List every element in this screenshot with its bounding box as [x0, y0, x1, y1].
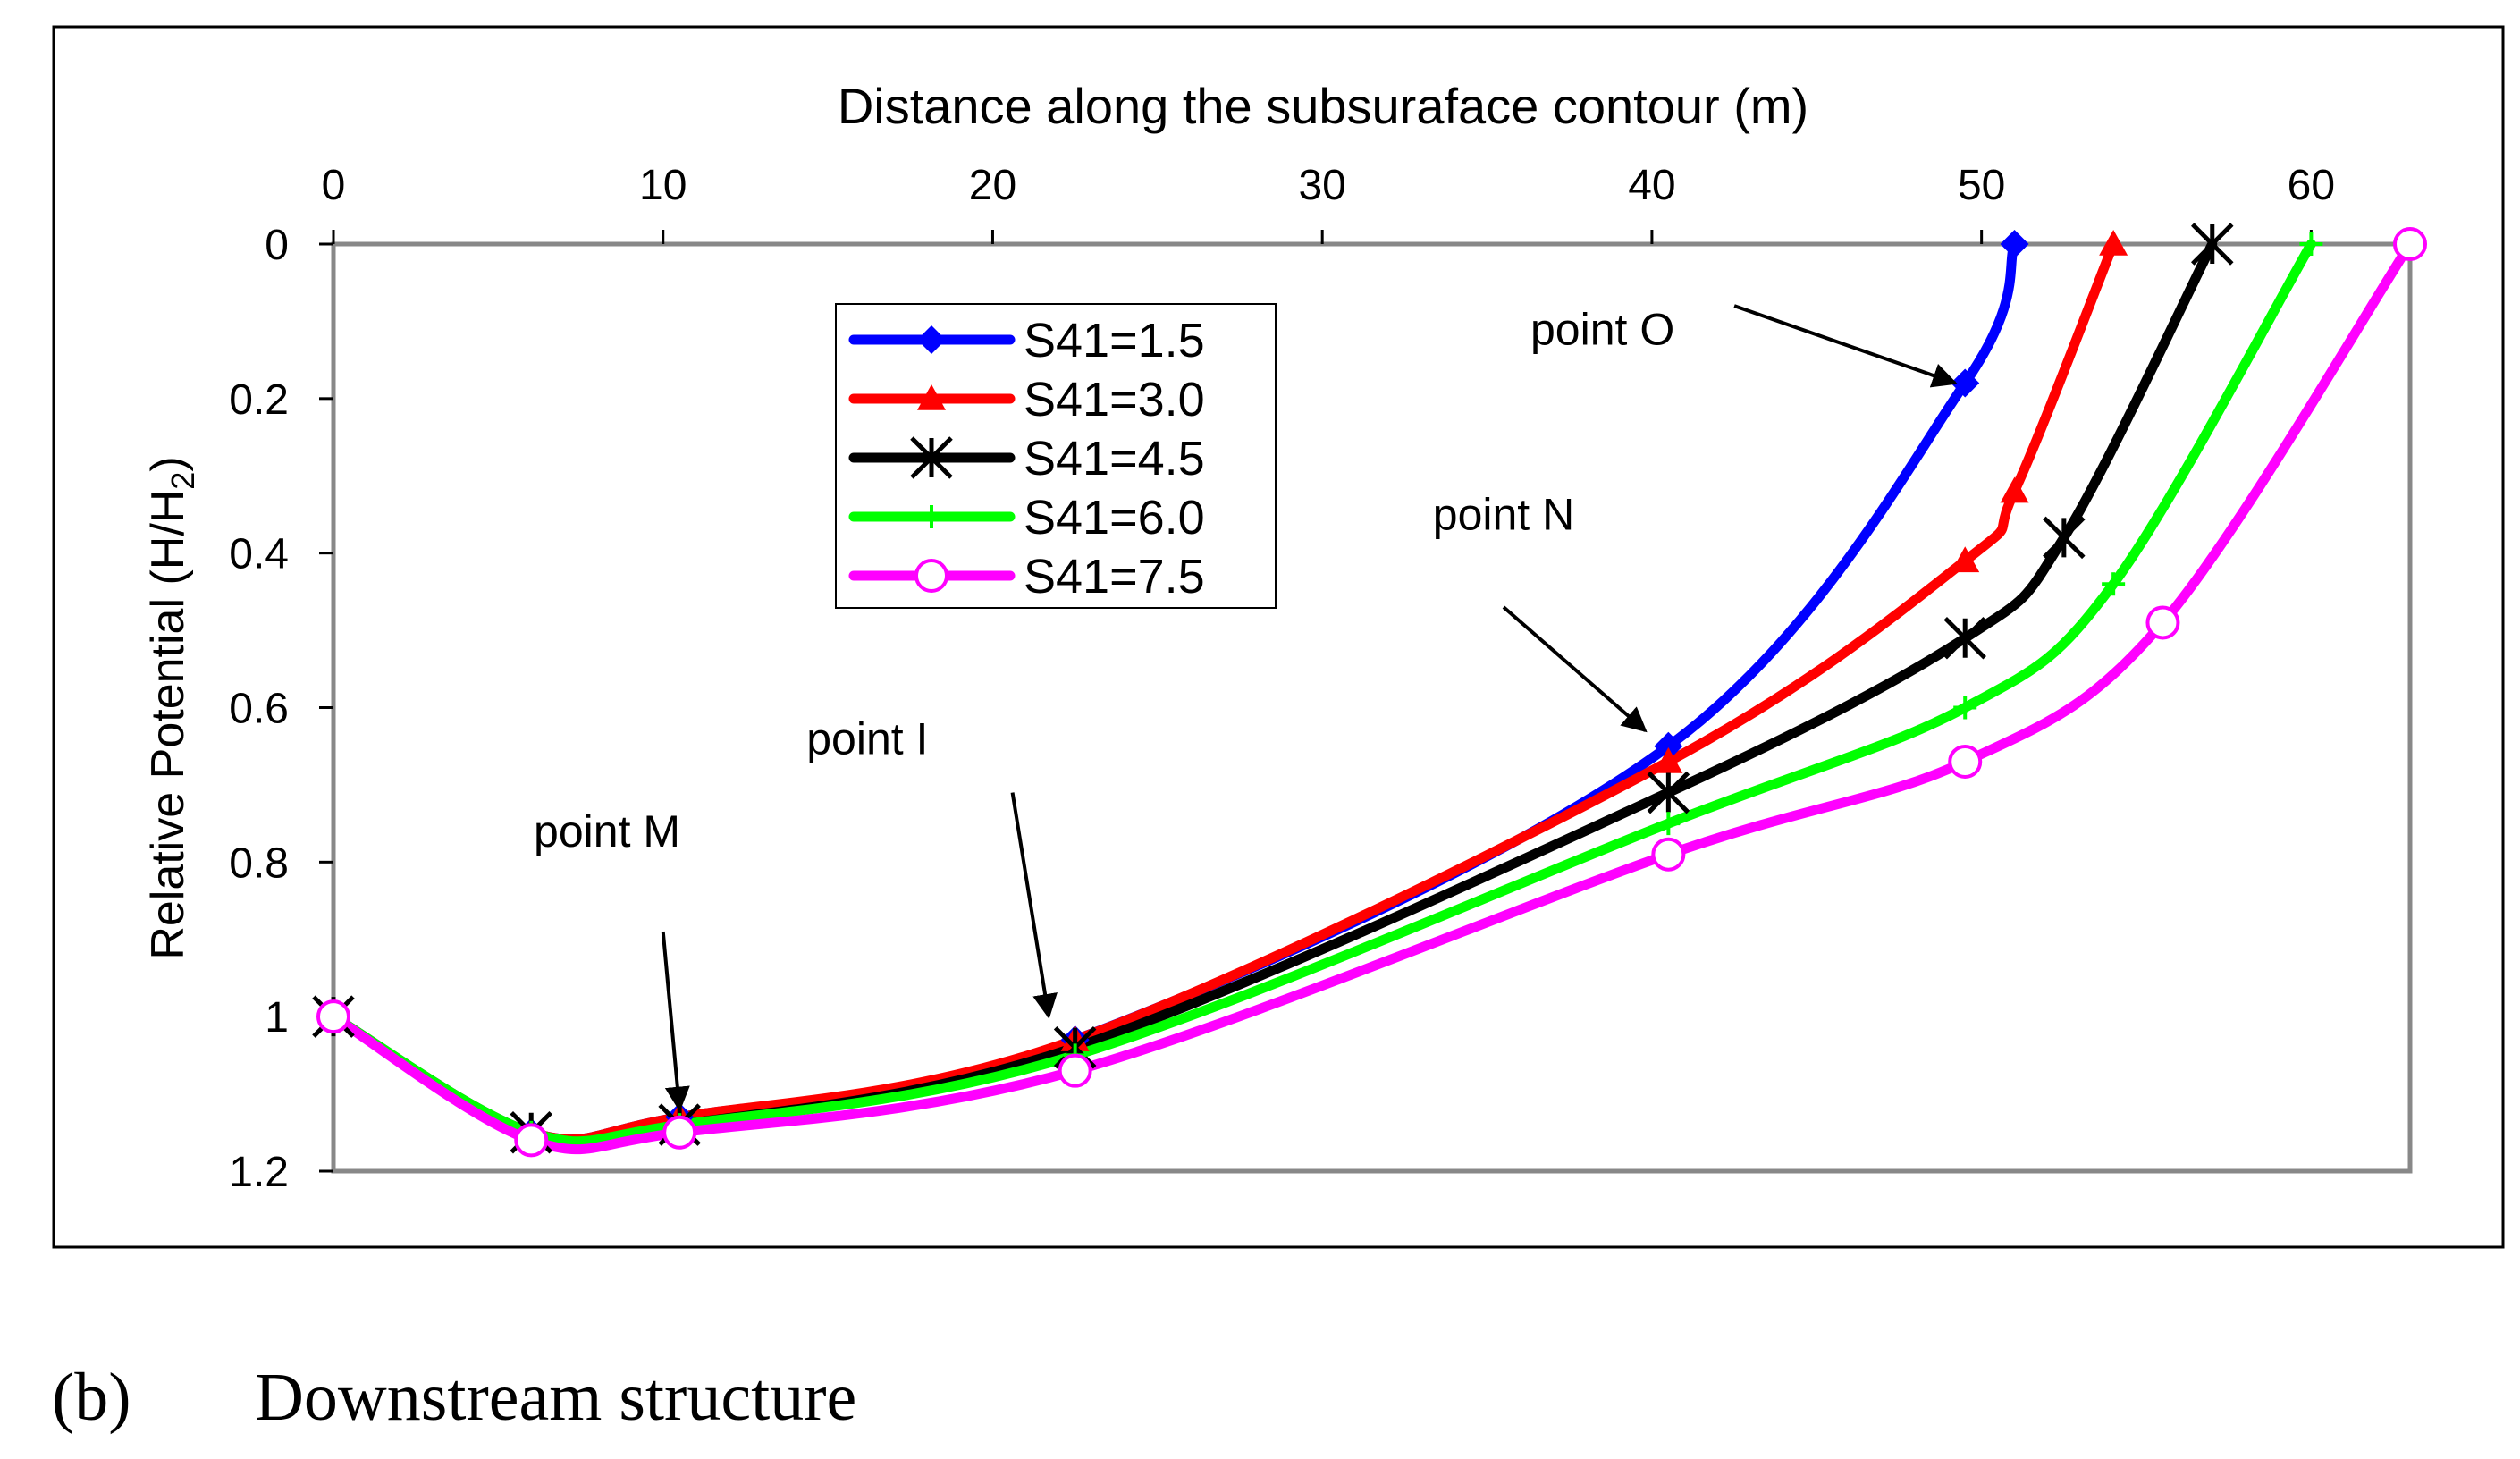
- x-tick-label: 30: [1298, 162, 1345, 209]
- data-point: [2000, 476, 2029, 503]
- x-tick-label: 10: [639, 162, 687, 209]
- plot-area: [331, 241, 2413, 1174]
- y-tick-label: 0.4: [229, 531, 289, 578]
- data-point: [1948, 744, 1983, 779]
- legend-marker: [917, 384, 946, 410]
- legend-marker: [920, 505, 943, 528]
- y-tick-label: 0.2: [229, 376, 289, 424]
- legend-label: S41=4.5: [1024, 432, 1205, 485]
- data-point: [514, 1123, 549, 1158]
- data-point: [1951, 368, 1980, 398]
- data-point: [316, 999, 350, 1034]
- legend: S41=1.5 S41=3.0 S41=4.5 S41=6.0 S41=7.5: [835, 303, 1277, 609]
- x-tick-label: 0: [322, 162, 346, 209]
- y-tick-label: 0.6: [229, 686, 289, 733]
- legend-marker: [917, 325, 946, 354]
- x-tick-label: 50: [1958, 162, 2005, 209]
- data-point: [2043, 516, 2086, 560]
- data-point: [1654, 746, 1683, 773]
- annotation-arrow: [661, 931, 690, 1112]
- legend-marker: [914, 559, 948, 593]
- x-tick-label: 60: [2288, 162, 2335, 209]
- y-tick-label: 1.2: [229, 1149, 289, 1196]
- data-point: [1943, 616, 1986, 660]
- y-axis-label: Relative Potential (H/H2): [142, 456, 201, 959]
- y-tick-label: 0.8: [229, 839, 289, 887]
- data-point: [2099, 230, 2128, 256]
- y-tick-label: 1: [265, 994, 289, 1042]
- annotation-label: point M: [534, 806, 680, 856]
- data-point: [1951, 546, 1980, 573]
- data-point: [1656, 812, 1681, 836]
- annotation-arrow: [1733, 304, 1958, 388]
- x-tick-label: 20: [969, 162, 1016, 209]
- annotation-label: point N: [1433, 490, 1574, 540]
- legend-marker: [910, 436, 953, 479]
- data-point: [1647, 771, 1690, 814]
- data-point: [662, 1115, 697, 1150]
- data-point: [2299, 232, 2323, 256]
- data-point: [2000, 230, 2029, 258]
- legend-label: S41=7.5: [1024, 550, 1205, 603]
- legend-label: S41=1.5: [1024, 314, 1205, 367]
- annotation-arrow: [1502, 605, 1648, 733]
- y-tick-label: 0: [265, 222, 289, 269]
- x-axis-label: Distance along the subsuraface contour (…: [838, 78, 1808, 134]
- data-point: [1651, 837, 1686, 872]
- data-point: [1953, 696, 1977, 720]
- data-point: [2190, 223, 2234, 266]
- data-point: [2145, 605, 2180, 640]
- legend-label: S41=3.0: [1024, 373, 1205, 426]
- caption-text: Downstream structure: [255, 1360, 857, 1435]
- data-point: [2393, 227, 2427, 261]
- caption-label: (b): [52, 1360, 131, 1435]
- annotation-label: point O: [1530, 304, 1674, 354]
- data-point: [2102, 572, 2126, 596]
- annotation-label: point I: [806, 713, 928, 763]
- data-point: [1654, 731, 1683, 761]
- x-tick-label: 40: [1628, 162, 1675, 209]
- annotation-arrow: [1010, 792, 1058, 1019]
- legend-label: S41=6.0: [1024, 491, 1205, 544]
- data-point: [1058, 1053, 1092, 1088]
- series-line: [328, 239, 2316, 1147]
